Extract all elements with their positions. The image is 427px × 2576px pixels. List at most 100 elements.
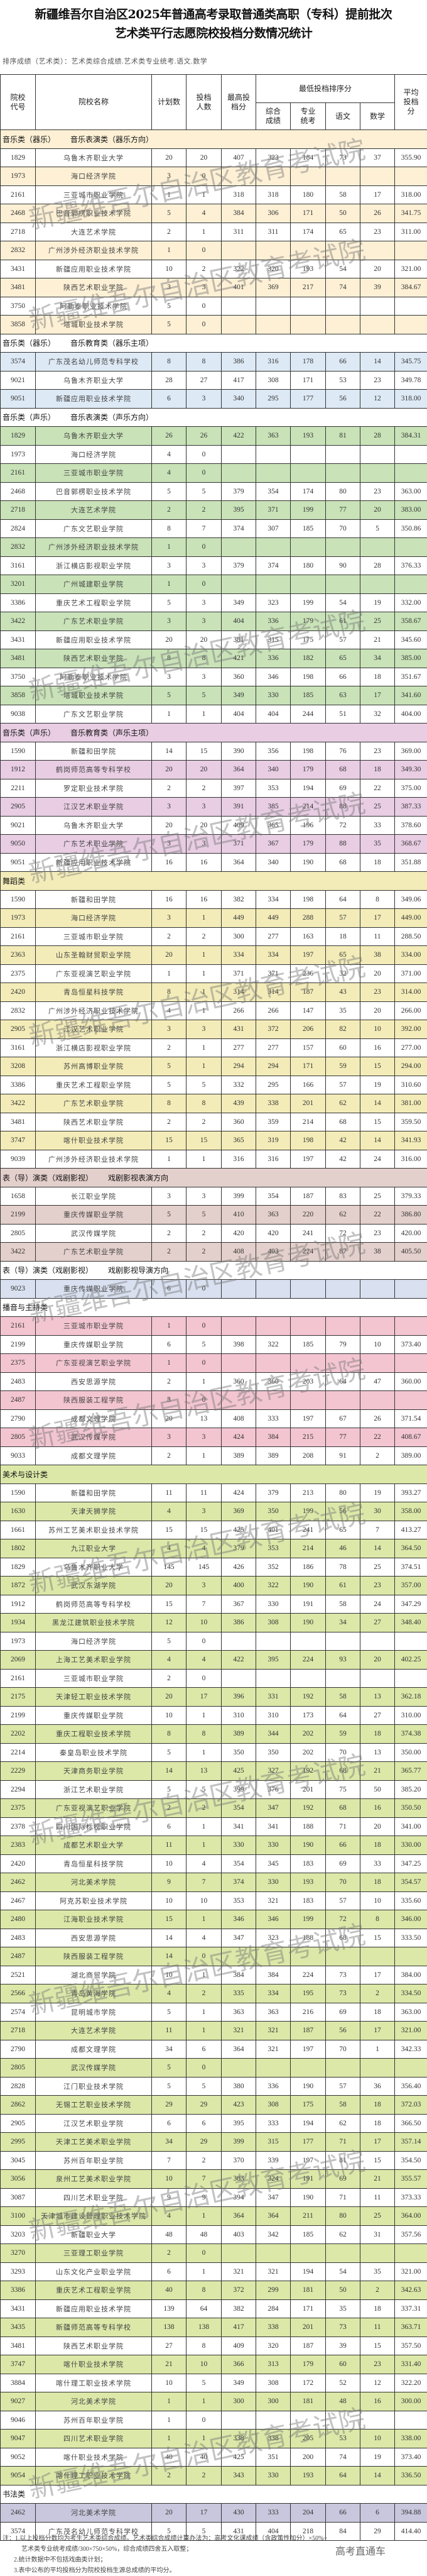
cell-chinese: 68 (326, 1799, 360, 1818)
cell-major-exam: 191 (291, 2170, 326, 2189)
cell-plan: 5 (152, 1632, 186, 1651)
cell-admitted: 3 (186, 1577, 222, 1595)
cell-code: 2378 (1, 1817, 36, 1836)
cell-chinese (326, 1947, 360, 1966)
cell-plan: 6 (152, 1335, 186, 1354)
note-1-cont: 艺术类专业统考成绩/300×750×50%，综合成绩四舍五入取整； (3, 2544, 327, 2555)
cell-admitted: 3 (186, 612, 222, 631)
cell-comprehensive: 322 (256, 1577, 291, 1595)
cell-plan: 20 (152, 816, 186, 835)
cell-code: 2832 (1, 241, 36, 260)
cell-major-exam: 190 (291, 2077, 326, 2096)
cell-avg-score: 355.90 (395, 148, 427, 167)
cell-chinese: 48 (326, 2392, 360, 2411)
cell-name: 塔城职业技术学院 (36, 686, 152, 705)
cell-major-exam: 171 (291, 371, 326, 390)
cell-code: 2161 (1, 185, 36, 204)
cell-avg-score: 310.60 (395, 1076, 427, 1094)
cell-max-score: 431 (222, 1020, 256, 1039)
cell-plan: 6 (152, 390, 186, 409)
cell-chinese (326, 167, 360, 186)
cell-major-exam: 197 (291, 2151, 326, 2170)
cell-admitted: 0 (186, 297, 222, 316)
cell-math: 19 (360, 593, 395, 612)
cell-chinese: 42 (326, 1131, 360, 1150)
cell-code: 2832 (1, 1001, 36, 1020)
cell-math: 22 (360, 1206, 395, 1225)
cell-plan: 20 (152, 630, 186, 649)
cell-name: 天津轻工职业技术学院 (36, 1688, 152, 1707)
cell-avg-score: 383.00 (395, 501, 427, 520)
cell-name: 海口经济学院 (36, 1632, 152, 1651)
cell-math: 16 (360, 2392, 395, 2411)
cell-chinese: 66 (326, 1836, 360, 1855)
cell-plan: 3 (152, 278, 186, 297)
cell-avg-score: 322.20 (395, 2374, 427, 2392)
cell-comprehensive: 342 (256, 2225, 291, 2244)
cell-admitted: 3 (186, 835, 222, 854)
cell-code: 2420 (1, 1854, 36, 1873)
sort-criteria-note: 排序成绩（艺术类）：艺术类综合成绩.艺术类专业统考.语文.数学 (3, 56, 207, 66)
cell-name: 乌鲁木齐职业大学 (36, 427, 152, 446)
cell-major-exam (291, 2411, 326, 2430)
cell-admitted: 0 (186, 1632, 222, 1651)
cell-code: 9033 (1, 1446, 36, 1465)
cell-math: 19 (360, 1483, 395, 1502)
cell-name: 西安思源学院 (36, 1372, 152, 1391)
cell-plan: 5 (152, 297, 186, 316)
section-subcategory: 音乐教育类（器乐主项） (70, 339, 153, 348)
cell-avg-score: 371.54 (395, 1409, 427, 1428)
admission-score-table: 院校代号 院校名称 计划数 投档人数 最高投档分 最低投档排序分 平均投档分 综… (0, 74, 427, 2541)
cell-chinese: 59 (326, 1725, 360, 1744)
cell-max-score: 316 (222, 1150, 256, 1169)
cell-comprehensive: 308 (256, 371, 291, 390)
cell-plan: 6 (152, 1280, 186, 1299)
cell-max-score: 397 (222, 779, 256, 798)
cell-chinese: 81 (326, 427, 360, 446)
cell-max-score: 360 (222, 1372, 256, 1391)
cell-chinese: 71 (326, 2133, 360, 2152)
cell-max-score (222, 297, 256, 316)
cell-name: 新疆和田学院 (36, 890, 152, 909)
cell-max-score (222, 241, 256, 260)
cell-comprehensive: 338 (256, 2430, 291, 2448)
cell-max-score: 384 (222, 204, 256, 223)
cell-plan: 20 (152, 148, 186, 167)
cell-avg-score: 373.33 (395, 2188, 427, 2207)
cell-avg-score: 310.00 (395, 1706, 427, 1725)
cell-admitted: 0 (186, 1947, 222, 1966)
cell-name: 苏州百年职业学院 (36, 2151, 152, 2170)
cell-plan: 8 (152, 353, 186, 372)
cell-code: 2161 (1, 1317, 36, 1336)
cell-plan: 11 (152, 1483, 186, 1502)
cell-max-score: 417 (222, 2318, 256, 2337)
cell-admitted: 1 (186, 1150, 222, 1169)
cell-code: 2161 (1, 1669, 36, 1688)
cell-math (360, 2244, 395, 2263)
cell-admitted: 1 (186, 2003, 222, 2022)
cell-code: 2211 (1, 779, 36, 798)
cell-chinese: 68 (326, 1113, 360, 1131)
cell-plan: 2 (152, 2467, 186, 2485)
cell-chinese (326, 1354, 360, 1373)
cell-comprehensive (256, 1391, 291, 1410)
cell-admitted: 1 (186, 1743, 222, 1762)
cell-name: 海口经济学院 (36, 445, 152, 464)
cell-name: 江汉艺术职业学院 (36, 2114, 152, 2133)
cell-name: 青岛恒星科技学院 (36, 1854, 152, 1873)
cell-major-exam: 192 (291, 1762, 326, 1781)
cell-name: 成都文理学院 (36, 1409, 152, 1428)
cell-plan: 3 (152, 1391, 186, 1410)
cell-avg-score: 389.00 (395, 1446, 427, 1465)
cell-chinese: 83 (326, 1187, 360, 1206)
cell-name: 大连艺术学院 (36, 2022, 152, 2040)
cell-comprehensive (256, 1317, 291, 1336)
cell-max-score: 349 (222, 2374, 256, 2392)
cell-chinese: 57 (326, 1891, 360, 1910)
